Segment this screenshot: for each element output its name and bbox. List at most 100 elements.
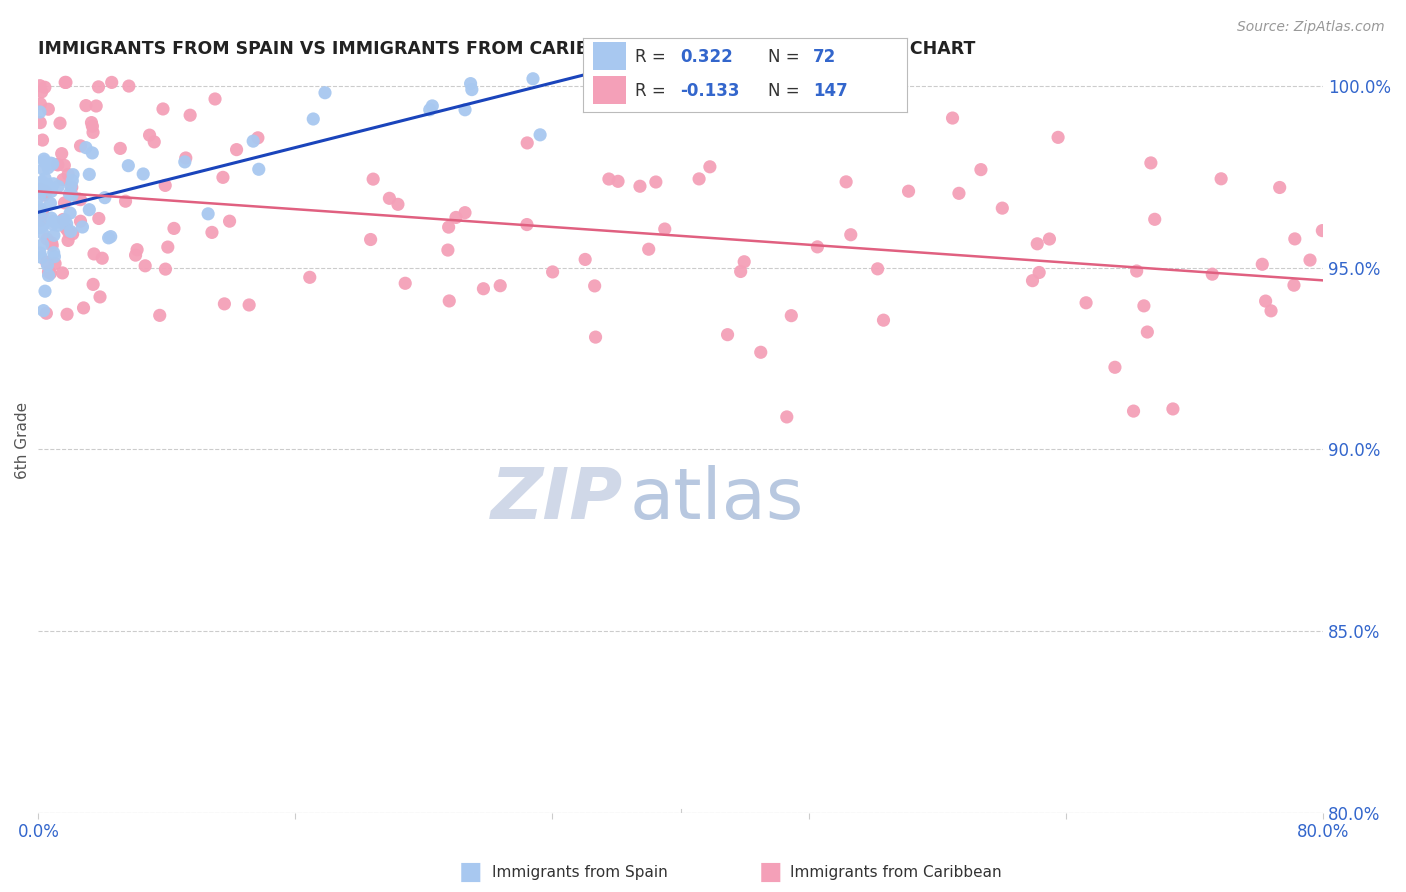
Point (28, 78, 51, 93)
Point (34, 80, 56, 95)
Point (1211, 171, 1233, 186)
Point (32, 303, 55, 318)
Point (89, 290, 111, 304)
Point (28, 208, 51, 222)
Point (173, 155, 195, 169)
Point (28, 201, 51, 215)
Text: ■: ■ (759, 861, 782, 884)
Point (155, 262, 177, 277)
Point (59, 178, 82, 193)
Point (38, 268, 60, 283)
Point (59, 206, 82, 220)
Point (361, 172, 384, 186)
Point (225, 143, 247, 157)
Point (654, 222, 676, 236)
Point (117, 159, 139, 173)
Point (56, 307, 79, 321)
Point (516, 218, 538, 232)
Point (32, 152, 55, 166)
Point (32, 154, 55, 169)
Point (247, 162, 270, 177)
Point (30, 115, 52, 129)
Point (134, 259, 156, 273)
Point (1028, 265, 1050, 279)
Point (31, 207, 53, 221)
Point (35, 306, 58, 320)
Point (1047, 130, 1070, 145)
Point (32, 227, 55, 241)
Point (37, 258, 59, 272)
Point (60, 174, 83, 188)
Point (41, 238, 63, 252)
Point (780, 309, 803, 323)
Point (156, 240, 179, 254)
Point (472, 282, 495, 296)
Point (489, 278, 512, 293)
Point (32, 188, 55, 202)
Point (31, 237, 53, 252)
Point (37, 178, 59, 192)
Point (87, 211, 110, 226)
Point (62, 227, 84, 241)
Point (42, 214, 65, 228)
Point (214, 297, 236, 311)
Point (41, 235, 63, 250)
Point (118, 78, 141, 93)
Point (242, 134, 264, 148)
Point (149, 309, 172, 323)
Point (30, 220, 52, 235)
Point (37, 102, 59, 116)
Point (55, 217, 77, 231)
Point (94, 191, 117, 205)
Point (1312, 224, 1334, 238)
Point (82, 125, 104, 139)
Point (79, 202, 101, 217)
Text: atlas: atlas (630, 466, 804, 534)
Point (688, 172, 710, 186)
Point (163, 221, 186, 235)
Point (644, 175, 666, 189)
Point (387, 197, 409, 211)
Point (31, 133, 53, 147)
Point (41, 184, 63, 198)
Point (152, 102, 174, 116)
Text: Immigrants from Spain: Immigrants from Spain (492, 865, 668, 880)
Point (143, 135, 166, 149)
Point (197, 207, 219, 221)
Point (34, 284, 56, 298)
Point (44, 250, 66, 264)
Point (39, 196, 62, 211)
Point (82, 120, 104, 134)
Point (28, 246, 51, 260)
Point (628, 179, 651, 194)
Point (378, 191, 401, 205)
Point (439, 293, 461, 308)
Point (733, 254, 755, 268)
Point (238, 298, 260, 312)
Point (394, 277, 416, 291)
Point (42, 245, 65, 260)
Text: R =: R = (636, 47, 666, 66)
Point (941, 111, 963, 125)
Text: IMMIGRANTS FROM SPAIN VS IMMIGRANTS FROM CARIBBEAN 6TH GRADE CORRELATION CHART: IMMIGRANTS FROM SPAIN VS IMMIGRANTS FROM… (38, 40, 976, 58)
Point (866, 261, 889, 276)
Point (80, 115, 103, 129)
Point (204, 92, 226, 106)
Point (1122, 404, 1144, 418)
Point (37, 265, 59, 279)
Y-axis label: 6th Grade: 6th Grade (15, 401, 30, 479)
Bar (593, 77, 626, 104)
Point (1125, 264, 1147, 278)
Point (82, 277, 104, 292)
Point (72, 220, 94, 235)
Point (806, 240, 828, 254)
Text: 72: 72 (813, 47, 837, 66)
Point (1074, 295, 1097, 310)
Point (39, 156, 62, 170)
Point (62, 168, 84, 182)
Point (437, 243, 460, 257)
Text: N =: N = (768, 82, 800, 100)
Point (35, 232, 58, 246)
Point (1021, 274, 1043, 288)
Point (49, 116, 72, 130)
